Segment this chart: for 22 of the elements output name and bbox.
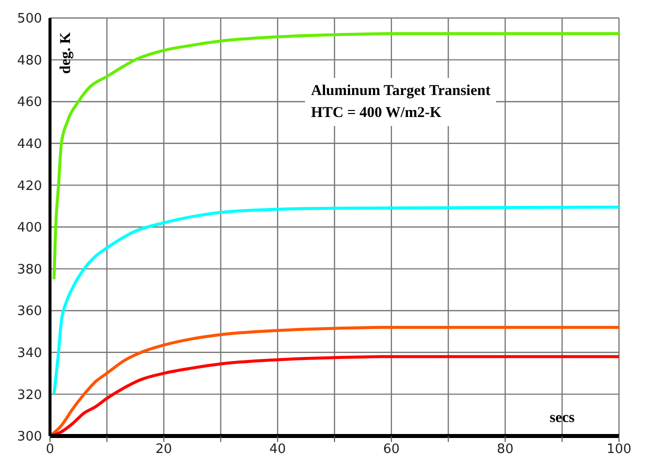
y-tick-label: 440 xyxy=(17,137,42,152)
y-tick-label: 420 xyxy=(17,178,42,194)
x-tick-label: 40 xyxy=(269,442,286,458)
y-tick-label: 300 xyxy=(17,430,42,445)
y-tick-label: 480 xyxy=(17,53,42,68)
y-axis-title: deg. K xyxy=(58,32,74,74)
x-tick-label: 0 xyxy=(46,442,54,458)
x-tick-label: 100 xyxy=(606,442,632,458)
x-tick-label: 60 xyxy=(383,442,400,458)
y-tick-label: 400 xyxy=(17,220,42,236)
annotation: Aluminum Target Transient HTC = 400 W/m2-K xyxy=(305,78,496,126)
x-tick-label: 20 xyxy=(156,442,172,458)
y-tick-label: 360 xyxy=(17,304,42,320)
x-tick-label: 80 xyxy=(496,442,514,458)
y-tick-label: 500 xyxy=(17,12,42,27)
y-tick-label: 380 xyxy=(17,262,42,278)
y-tick-label: 320 xyxy=(17,388,42,403)
line-series xyxy=(52,32,619,281)
x-axis-title: secs xyxy=(550,410,575,426)
line-series xyxy=(52,206,619,396)
y-tick-label: 460 xyxy=(17,95,42,110)
y-tick-label: 340 xyxy=(17,346,42,362)
